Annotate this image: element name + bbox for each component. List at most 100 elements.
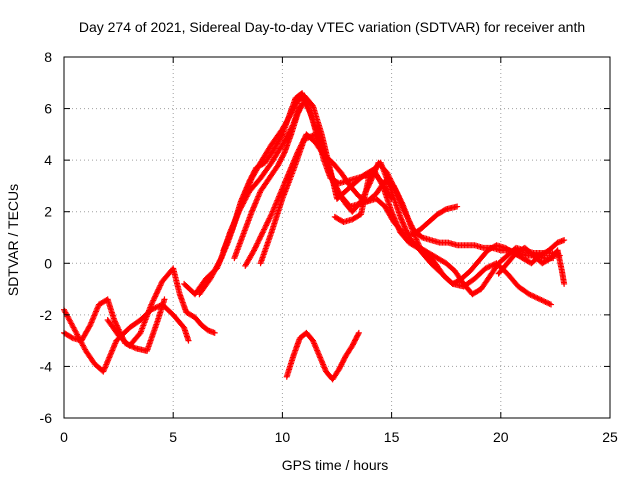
data-point — [303, 135, 310, 142]
data-point — [259, 230, 266, 237]
data-point — [151, 305, 158, 312]
data-point — [111, 317, 118, 324]
data-point — [526, 291, 533, 298]
data-point — [264, 219, 271, 226]
series-track-c — [104, 265, 218, 349]
x-tick-label: 20 — [493, 429, 509, 445]
series-track-l — [495, 244, 568, 287]
x-tick-label: 15 — [384, 429, 400, 445]
data-point — [561, 280, 568, 287]
data-point — [263, 221, 270, 228]
data-point — [545, 300, 552, 307]
data-point — [153, 290, 160, 297]
x-tick-label: 25 — [602, 429, 618, 445]
data-point — [156, 285, 163, 292]
data-point — [527, 291, 534, 298]
data-point — [355, 331, 362, 338]
data-point — [489, 262, 496, 269]
data-point — [265, 218, 272, 225]
series-track-a — [61, 301, 192, 375]
data-point — [267, 212, 274, 219]
y-tick-label: -2 — [40, 307, 53, 323]
data-point — [305, 134, 312, 141]
data-point — [149, 298, 156, 305]
x-tick-label: 5 — [169, 429, 177, 445]
data-point — [483, 264, 490, 271]
data-point — [211, 329, 218, 336]
data-point — [259, 229, 266, 236]
data-point — [217, 256, 224, 263]
data-point — [534, 295, 541, 302]
data-point — [301, 136, 308, 143]
data-point — [150, 296, 157, 303]
data-point — [252, 244, 259, 251]
data-point — [487, 262, 494, 269]
y-tick-label: 8 — [44, 49, 52, 65]
data-point — [262, 223, 269, 230]
x-tick-label: 10 — [275, 429, 291, 445]
data-point — [561, 237, 568, 244]
data-point — [485, 264, 492, 271]
series-track-i — [257, 131, 461, 267]
x-tick-label: 0 — [60, 429, 68, 445]
data-point — [306, 133, 313, 140]
data-point — [113, 322, 120, 329]
data-point — [398, 198, 405, 205]
data-point — [398, 199, 405, 206]
data-point — [86, 323, 93, 330]
data-point — [254, 240, 261, 247]
data-point — [131, 344, 138, 351]
data-point — [278, 132, 285, 139]
data-point — [355, 329, 362, 336]
x-axis-label: GPS time / hours — [282, 457, 389, 473]
data-point — [155, 286, 162, 293]
data-point — [114, 323, 121, 330]
y-tick-label: -4 — [40, 358, 53, 374]
data-point — [530, 293, 537, 300]
data-point — [539, 297, 546, 304]
data-point — [113, 321, 120, 328]
data-point — [261, 226, 268, 233]
y-tick-label: 2 — [44, 204, 52, 220]
data-point — [152, 293, 159, 300]
data-point — [454, 203, 461, 210]
data-point — [482, 265, 489, 272]
data-point — [263, 222, 270, 229]
data-point — [394, 191, 401, 198]
data-point — [152, 304, 159, 311]
series-track-h — [242, 131, 563, 298]
data-point — [148, 301, 155, 308]
y-tick-label: -6 — [40, 410, 53, 426]
data-point — [307, 109, 314, 116]
data-point — [396, 195, 403, 202]
data-point — [538, 297, 545, 304]
data-point — [257, 234, 264, 241]
data-point — [258, 232, 265, 239]
plot-frame — [63, 56, 611, 419]
data-point — [392, 185, 399, 192]
data-point — [154, 289, 161, 296]
data-point — [149, 300, 156, 307]
data-point — [533, 294, 540, 301]
data-point — [441, 206, 448, 213]
data-point — [397, 196, 404, 203]
data-point — [302, 135, 309, 142]
data-point — [394, 189, 401, 196]
data-point — [535, 295, 542, 302]
data-point — [537, 296, 544, 303]
data-point — [390, 182, 397, 189]
data-point — [157, 281, 164, 288]
data-point — [391, 184, 398, 191]
data-point — [265, 216, 272, 223]
data-point — [541, 298, 548, 305]
data-point — [543, 299, 550, 306]
data-point — [151, 294, 158, 301]
data-point — [395, 192, 402, 199]
chart-title: Day 274 of 2021, Sidereal Day-to-day VTE… — [79, 19, 585, 35]
data-point — [154, 287, 161, 294]
data-point — [152, 291, 159, 298]
data-point — [542, 298, 549, 305]
data-point — [150, 297, 157, 304]
data-point — [528, 292, 535, 299]
